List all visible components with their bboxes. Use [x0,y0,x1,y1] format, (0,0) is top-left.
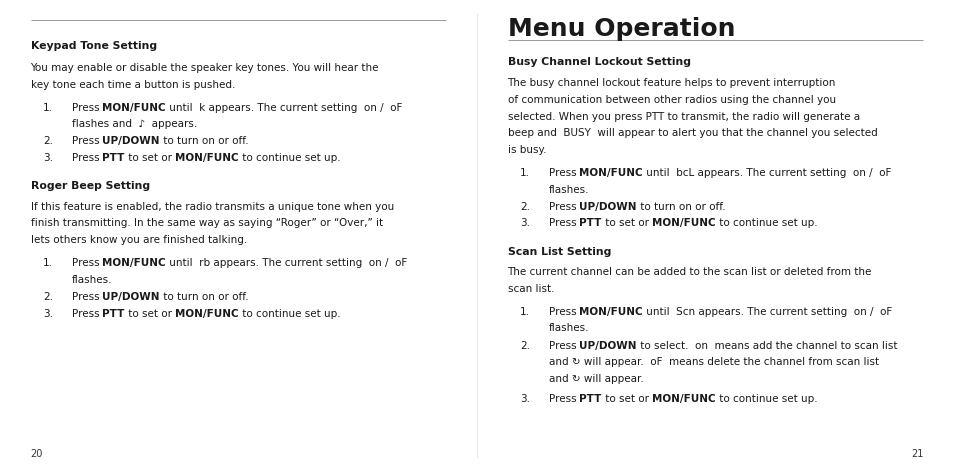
Text: to set or: to set or [125,308,174,318]
Text: PTT: PTT [102,153,125,163]
Text: MON/FUNC: MON/FUNC [651,393,715,403]
Text: Roger Beep Setting: Roger Beep Setting [30,181,150,191]
Text: to turn on or off.: to turn on or off. [637,201,725,211]
Text: PTT: PTT [578,393,601,403]
Text: flashes.: flashes. [548,323,588,333]
Text: Press: Press [548,306,578,316]
Text: until  rb appears. The current setting  on /  oF: until rb appears. The current setting on… [166,258,407,268]
Text: Keypad Tone Setting: Keypad Tone Setting [30,41,156,51]
Text: 3.: 3. [43,153,52,163]
Text: PTT: PTT [578,218,601,228]
Text: 2.: 2. [43,136,52,146]
Text: to continue set up.: to continue set up. [715,393,817,403]
Text: MON/FUNC: MON/FUNC [578,306,642,316]
Text: beep and  BUSY  will appear to alert you that the channel you selected: beep and BUSY will appear to alert you t… [507,128,877,138]
Text: and ↻ will appear.  oF  means delete the channel from scan list: and ↻ will appear. oF means delete the c… [548,357,878,367]
Text: to set or: to set or [125,153,174,163]
Text: UP/DOWN: UP/DOWN [102,291,160,301]
Text: until  Scn appears. The current setting  on /  oF: until Scn appears. The current setting o… [642,306,891,316]
Text: 1.: 1. [43,102,52,112]
Text: until  bcL appears. The current setting  on /  oF: until bcL appears. The current setting o… [642,168,890,178]
Text: flashes and  ♪  appears.: flashes and ♪ appears. [71,119,196,129]
Text: flashes.: flashes. [71,274,112,284]
Text: Press: Press [71,291,102,301]
Text: 1.: 1. [519,306,529,316]
Text: 2.: 2. [519,201,529,211]
Text: MON/FUNC: MON/FUNC [102,258,166,268]
Text: 3.: 3. [519,218,529,228]
Text: to continue set up.: to continue set up. [715,218,817,228]
Text: MON/FUNC: MON/FUNC [174,308,238,318]
Text: MON/FUNC: MON/FUNC [578,168,642,178]
Text: The busy channel lockout feature helps to prevent interruption: The busy channel lockout feature helps t… [507,78,835,88]
Text: finish transmitting. In the same way as saying “Roger” or “Over,” it: finish transmitting. In the same way as … [30,218,382,228]
Text: Scan List Setting: Scan List Setting [507,246,610,256]
Text: UP/DOWN: UP/DOWN [102,136,160,146]
Text: to continue set up.: to continue set up. [238,153,340,163]
Text: Press: Press [71,258,102,268]
Text: Press: Press [71,136,102,146]
Text: You may enable or disable the speaker key tones. You will hear the: You may enable or disable the speaker ke… [30,63,378,73]
Text: UP/DOWN: UP/DOWN [578,201,637,211]
Text: Press: Press [548,340,578,350]
Text: Press: Press [548,201,578,211]
Text: to select.  on  means add the channel to scan list: to select. on means add the channel to s… [637,340,897,350]
Text: to set or: to set or [601,393,651,403]
Text: Menu Operation: Menu Operation [507,17,734,40]
Text: key tone each time a button is pushed.: key tone each time a button is pushed. [30,79,234,89]
Text: to turn on or off.: to turn on or off. [160,291,249,301]
Text: flashes.: flashes. [548,184,588,194]
Text: 21: 21 [910,448,923,458]
Text: is busy.: is busy. [507,145,545,155]
Text: Press: Press [548,168,578,178]
Text: 2.: 2. [43,291,52,301]
Text: 1.: 1. [43,258,52,268]
Text: to continue set up.: to continue set up. [238,308,340,318]
Text: 1.: 1. [519,168,529,178]
Text: selected. When you press PTT to transmit, the radio will generate a: selected. When you press PTT to transmit… [507,111,859,121]
Text: and ↻ will appear.: and ↻ will appear. [548,373,642,383]
Text: MON/FUNC: MON/FUNC [651,218,715,228]
Text: Press: Press [548,218,578,228]
Text: Press: Press [71,102,102,112]
Text: If this feature is enabled, the radio transmits a unique tone when you: If this feature is enabled, the radio tr… [30,201,394,211]
Text: MON/FUNC: MON/FUNC [174,153,238,163]
Text: MON/FUNC: MON/FUNC [102,102,166,112]
Text: of communication between other radios using the channel you: of communication between other radios us… [507,95,835,105]
Text: Busy Channel Lockout Setting: Busy Channel Lockout Setting [507,57,690,67]
Text: PTT: PTT [102,308,125,318]
Text: 3.: 3. [519,393,529,403]
Text: The current channel can be added to the scan list or deleted from the: The current channel can be added to the … [507,267,871,277]
Text: scan list.: scan list. [507,283,554,293]
Text: to turn on or off.: to turn on or off. [160,136,249,146]
Text: 20: 20 [30,448,43,458]
Text: 2.: 2. [519,340,529,350]
Text: UP/DOWN: UP/DOWN [578,340,637,350]
Text: until  k appears. The current setting  on /  oF: until k appears. The current setting on … [166,102,402,112]
Text: 3.: 3. [43,308,52,318]
Text: Press: Press [548,393,578,403]
Text: Press: Press [71,153,102,163]
Text: Press: Press [71,308,102,318]
Text: to set or: to set or [601,218,651,228]
Text: lets others know you are finished talking.: lets others know you are finished talkin… [30,235,247,245]
